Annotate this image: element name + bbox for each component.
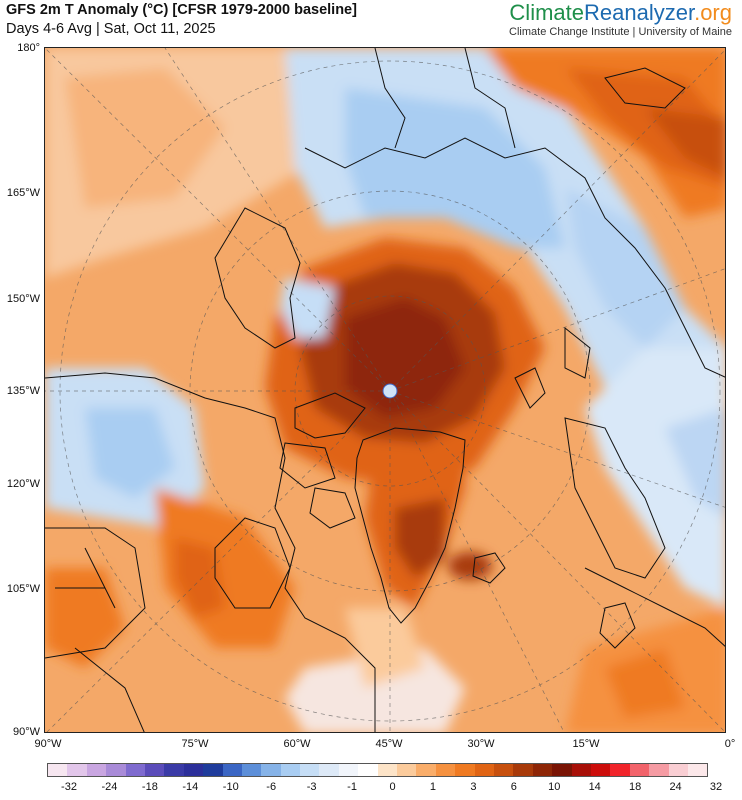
chart-subtitle: Days 4-6 Avg | Sat, Oct 11, 2025 — [6, 21, 216, 37]
color-scale-label: -24 — [101, 781, 118, 793]
color-swatch — [86, 764, 107, 776]
color-swatch — [455, 764, 475, 776]
brand-name-part2: Reanalyzer — [584, 0, 695, 25]
color-scale-label: 6 — [510, 781, 517, 793]
lon-label-90w: 90°W — [34, 738, 62, 750]
lon-label-45w: 45°W — [375, 738, 403, 750]
color-swatch — [203, 764, 223, 776]
color-swatch — [144, 764, 165, 776]
color-scale-bar — [47, 763, 709, 777]
color-swatch — [106, 764, 126, 776]
color-swatch — [261, 764, 281, 776]
color-scale-label: -3 — [306, 781, 317, 793]
lat-label-105w: 105°W — [6, 583, 40, 595]
brand-logo[interactable]: ClimateReanalyzer.org — [509, 0, 732, 26]
color-swatch — [532, 764, 553, 776]
lat-label-150w: 150°W — [6, 293, 40, 305]
color-swatch — [668, 764, 688, 776]
color-swatch — [416, 764, 436, 776]
lon-label-0: 0° — [724, 738, 736, 750]
color-swatch — [435, 764, 456, 776]
lon-label-75w: 75°W — [181, 738, 209, 750]
color-scale-label: -32 — [61, 781, 77, 793]
color-swatch — [513, 764, 533, 776]
lat-label-180: 180° — [17, 42, 40, 54]
color-swatch — [610, 764, 630, 776]
color-swatch — [338, 764, 359, 776]
lon-label-15w: 15°W — [572, 738, 600, 750]
color-swatch — [280, 764, 301, 776]
lat-label-135w: 135°W — [6, 385, 40, 397]
color-scale-label: -18 — [141, 781, 158, 793]
color-swatch — [397, 764, 417, 776]
color-scale-label: 24 — [669, 781, 682, 793]
color-scale-label: 1 — [429, 781, 436, 793]
color-swatch — [377, 764, 398, 776]
anomaly-map — [44, 47, 726, 733]
color-scale-label: 10 — [548, 781, 561, 793]
color-swatch — [67, 764, 87, 776]
color-swatch — [649, 764, 669, 776]
color-scale-label: 18 — [629, 781, 642, 793]
lon-label-30w: 30°W — [467, 738, 495, 750]
color-swatch — [300, 764, 320, 776]
color-swatch — [164, 764, 184, 776]
color-swatch — [319, 764, 339, 776]
lon-label-60w: 60°W — [283, 738, 311, 750]
color-swatch — [125, 764, 145, 776]
lat-label-90w: 90°W — [12, 726, 40, 738]
color-swatch — [222, 764, 242, 776]
lat-label-120w: 120°W — [6, 478, 40, 490]
color-swatch — [474, 764, 494, 776]
color-scale-label: -6 — [266, 781, 277, 793]
color-scale-label: -1 — [347, 781, 357, 793]
color-swatch — [493, 764, 514, 776]
color-swatch — [241, 764, 262, 776]
color-swatch — [629, 764, 650, 776]
chart-title: GFS 2m T Anomaly (°C) [CFSR 1979-2000 ba… — [6, 2, 357, 18]
lat-label-165w: 165°W — [6, 187, 40, 199]
color-swatch — [687, 764, 708, 776]
color-swatch — [48, 764, 68, 776]
brand-block: ClimateReanalyzer.org Climate Change Ins… — [509, 0, 732, 38]
brand-name-part3: .org — [694, 0, 732, 25]
color-scale-label: 14 — [588, 781, 601, 793]
brand-tagline: Climate Change Institute | University of… — [509, 26, 732, 38]
color-swatch — [571, 764, 591, 776]
color-scale-label: 32 — [709, 781, 723, 793]
brand-name-part1: Climate — [509, 0, 584, 25]
color-swatch — [590, 764, 611, 776]
color-swatch — [552, 764, 572, 776]
color-swatch — [183, 764, 204, 776]
color-scale-label: -10 — [222, 781, 239, 793]
color-scale-label: -14 — [182, 781, 199, 793]
color-swatch — [358, 764, 378, 776]
color-scale-label: 3 — [470, 781, 477, 793]
color-scale-label: 0 — [389, 781, 396, 793]
